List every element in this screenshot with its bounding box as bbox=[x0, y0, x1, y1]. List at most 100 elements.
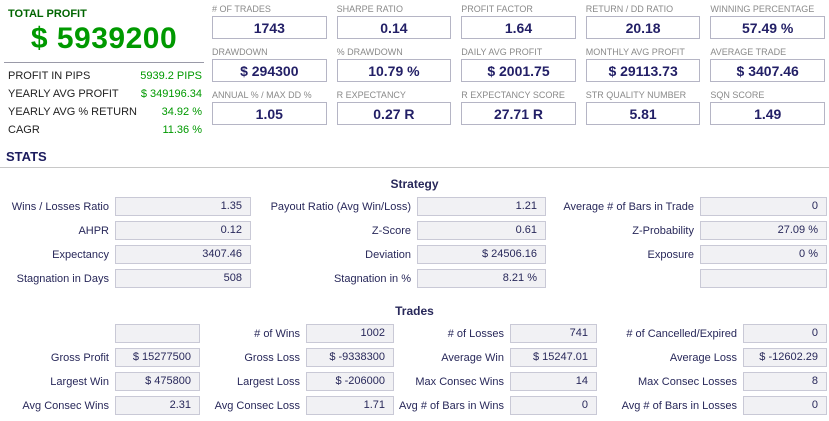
strategy-row-4: Stagnation in Days 508 Stagnation in % 8.21… bbox=[0, 269, 829, 288]
metric-label-average-trade: AVERAGE TRADE bbox=[710, 47, 787, 57]
trades-row-2: Gross Profit $ 15277500 Gross Loss $ -93383… bbox=[0, 348, 829, 367]
metric-value-of-trades: 1743 bbox=[212, 16, 327, 39]
strategy-value-empty bbox=[700, 269, 827, 288]
metric-value-drawdown: 10.79 % bbox=[336, 59, 452, 82]
strategy-value-z-score: 0.61 bbox=[417, 221, 546, 240]
stats-section-header: STATS bbox=[0, 140, 829, 168]
metric-label-sharpe-ratio: SHARPE RATIO bbox=[336, 4, 403, 14]
metric-value-winning-percentage: 57.49 % bbox=[710, 16, 825, 39]
strategy-label-z-score: Z-Score bbox=[371, 224, 411, 237]
trades-value-of-cancelled-expired: 0 bbox=[743, 324, 827, 343]
metric-label-return-dd-ratio: RETURN / DD RATIO bbox=[585, 4, 674, 14]
strategy-value-payout-ratio-avg-win-loss: 1.21 bbox=[417, 197, 546, 216]
trades-label-max-consec-losses: Max Consec Losses bbox=[637, 375, 737, 388]
metric-value-average-trade: $ 3407.46 bbox=[710, 59, 825, 82]
strategy-value-wins-losses-ratio: 1.35 bbox=[115, 197, 251, 216]
strategy-label-wins-losses-ratio: Wins / Losses Ratio bbox=[11, 200, 109, 213]
summary-divider bbox=[4, 62, 204, 63]
trades-label-avg-consec-wins: Avg Consec Wins bbox=[22, 399, 109, 412]
strategy-label-exposure: Exposure bbox=[647, 248, 694, 261]
metric-label-daily-avg-profit: DAILY AVG PROFIT bbox=[461, 47, 543, 57]
trades-value-gross-loss: $ -9338300 bbox=[306, 348, 394, 367]
metric-r-expectancy-score: R EXPECTANCY SCORE 27.71 R bbox=[461, 90, 576, 125]
summary-label-yearly-avg-return: YEARLY AVG % RETURN bbox=[8, 106, 137, 118]
trades-row-4: Avg Consec Wins 2.31 Avg Consec Loss 1.71 Av… bbox=[0, 396, 829, 415]
trades-table: # of Wins 1002 # of Losses 741 # of Cancelle… bbox=[0, 324, 829, 415]
metric-value-r-expectancy: 0.27 R bbox=[336, 102, 452, 125]
metric-value-return-dd-ratio: 20.18 bbox=[585, 16, 701, 39]
summary-label-yearly-avg-profit: YEARLY AVG PROFIT bbox=[8, 88, 119, 100]
trades-section-title: Trades bbox=[395, 304, 434, 318]
strategy-value-deviation: $ 24506.16 bbox=[417, 245, 546, 264]
metric-annual-max-dd: ANNUAL % / MAX DD % 1.05 bbox=[212, 90, 327, 125]
metric-r-expectancy: R EXPECTANCY 0.27 R bbox=[336, 90, 452, 125]
metric-value-daily-avg-profit: $ 2001.75 bbox=[461, 59, 576, 82]
metric-label-drawdown: DRAWDOWN bbox=[212, 47, 268, 57]
summary-rows: PROFIT IN PIPS 5939.2 PIPS YEARLY AVG PROF… bbox=[4, 67, 204, 139]
strategy-section-title: Strategy bbox=[390, 177, 439, 191]
trades-value-average-win: $ 15247.01 bbox=[510, 348, 597, 367]
strategy-label-average-of-bars-in-trade: Average # of Bars in Trade bbox=[563, 200, 694, 213]
trades-label-largest-win: Largest Win bbox=[50, 375, 109, 388]
strategy-value-ahpr: 0.12 bbox=[115, 221, 251, 240]
strategy-label-ahpr: AHPR bbox=[78, 224, 109, 237]
trades-label-of-losses: # of Losses bbox=[447, 327, 504, 340]
metric-label-monthly-avg-profit: MONTHLY AVG PROFIT bbox=[585, 47, 685, 57]
total-profit-panel: TOTAL PROFIT $ 5939200 PROFIT IN PIPS 593… bbox=[4, 4, 204, 139]
summary-row-yearly-avg-profit: YEARLY AVG PROFIT $ 349196.34 bbox=[4, 85, 204, 103]
metric-value-monthly-avg-profit: $ 29113.73 bbox=[585, 59, 701, 82]
summary-label-profit-in-pips: PROFIT IN PIPS bbox=[8, 70, 91, 82]
strategy-label-expectancy: Expectancy bbox=[52, 248, 109, 261]
metric-drawdown: DRAWDOWN $ 294300 bbox=[212, 47, 327, 82]
trades-value-largest-win: $ 475800 bbox=[115, 372, 200, 391]
metric-label-sqn-score: SQN SCORE bbox=[710, 90, 765, 100]
summary-value-profit-in-pips: 5939.2 PIPS bbox=[140, 70, 202, 82]
trades-value-empty bbox=[115, 324, 200, 343]
trades-value-avg-consec-wins: 2.31 bbox=[115, 396, 200, 415]
metric-label-winning-percentage: WINNING PERCENTAGE bbox=[710, 4, 815, 14]
strategy-table: Wins / Losses Ratio 1.35 Payout Ratio (Avg… bbox=[0, 197, 829, 288]
strategy-value-average-of-bars-in-trade: 0 bbox=[700, 197, 827, 216]
summary-value-yearly-avg-return: 34.92 % bbox=[161, 106, 202, 118]
metric-of-trades: # OF TRADES 1743 bbox=[212, 4, 327, 39]
metric-label-annual-max-dd: ANNUAL % / MAX DD % bbox=[212, 90, 312, 100]
strategy-row-2: AHPR 0.12 Z-Score 0.61 Z-Probability 27.09 % bbox=[0, 221, 829, 240]
strategy-label-stagnation-in-days: Stagnation in Days bbox=[16, 272, 109, 285]
strategy-label-stagnation-in: Stagnation in % bbox=[333, 272, 411, 285]
metric-label-str-quality-number: STR QUALITY NUMBER bbox=[585, 90, 687, 100]
summary-row-profit-in-pips: PROFIT IN PIPS 5939.2 PIPS bbox=[4, 67, 204, 85]
trades-label-gross-profit: Gross Profit bbox=[50, 351, 109, 364]
metric-value-sharpe-ratio: 0.14 bbox=[336, 16, 452, 39]
trades-label-of-cancelled-expired: # of Cancelled/Expired bbox=[626, 327, 737, 340]
strategy-value-expectancy: 3407.46 bbox=[115, 245, 251, 264]
trades-value-of-losses: 741 bbox=[510, 324, 597, 343]
trades-value-avg-of-bars-in-losses: 0 bbox=[743, 396, 827, 415]
trades-value-max-consec-wins: 14 bbox=[510, 372, 597, 391]
strategy-label-z-probability: Z-Probability bbox=[632, 224, 694, 237]
summary-value-cagr: 11.36 % bbox=[162, 124, 202, 136]
trades-label-max-consec-wins: Max Consec Wins bbox=[415, 375, 504, 388]
trades-value-of-wins: 1002 bbox=[306, 324, 394, 343]
metric-value-profit-factor: 1.64 bbox=[461, 16, 576, 39]
metric-value-sqn-score: 1.49 bbox=[710, 102, 825, 125]
trades-value-largest-loss: $ -206000 bbox=[306, 372, 394, 391]
trades-label-average-loss: Average Loss bbox=[669, 351, 737, 364]
trades-label-largest-loss: Largest Loss bbox=[237, 375, 300, 388]
metric-label-r-expectancy-score: R EXPECTANCY SCORE bbox=[461, 90, 565, 100]
summary-row-cagr: CAGR 11.36 % bbox=[4, 121, 204, 139]
metric-value-annual-max-dd: 1.05 bbox=[212, 102, 327, 125]
metric-label-r-expectancy: R EXPECTANCY bbox=[336, 90, 406, 100]
trades-value-avg-consec-loss: 1.71 bbox=[306, 396, 394, 415]
summary-value-yearly-avg-profit: $ 349196.34 bbox=[140, 88, 202, 100]
metric-label-drawdown: % DRAWDOWN bbox=[336, 47, 403, 57]
trades-label-avg-of-bars-in-wins: Avg # of Bars in Wins bbox=[399, 399, 504, 412]
metric-label-profit-factor: PROFIT FACTOR bbox=[461, 4, 533, 14]
metric-drawdown: % DRAWDOWN 10.79 % bbox=[336, 47, 452, 82]
summary-label-cagr: CAGR bbox=[8, 124, 40, 136]
metric-profit-factor: PROFIT FACTOR 1.64 bbox=[461, 4, 576, 39]
metric-average-trade: AVERAGE TRADE $ 3407.46 bbox=[710, 47, 825, 82]
total-profit-value: $ 5939200 bbox=[30, 22, 178, 55]
trades-label-gross-loss: Gross Loss bbox=[244, 351, 300, 364]
metric-winning-percentage: WINNING PERCENTAGE 57.49 % bbox=[710, 4, 825, 39]
top-section: TOTAL PROFIT $ 5939200 PROFIT IN PIPS 593… bbox=[0, 0, 829, 139]
